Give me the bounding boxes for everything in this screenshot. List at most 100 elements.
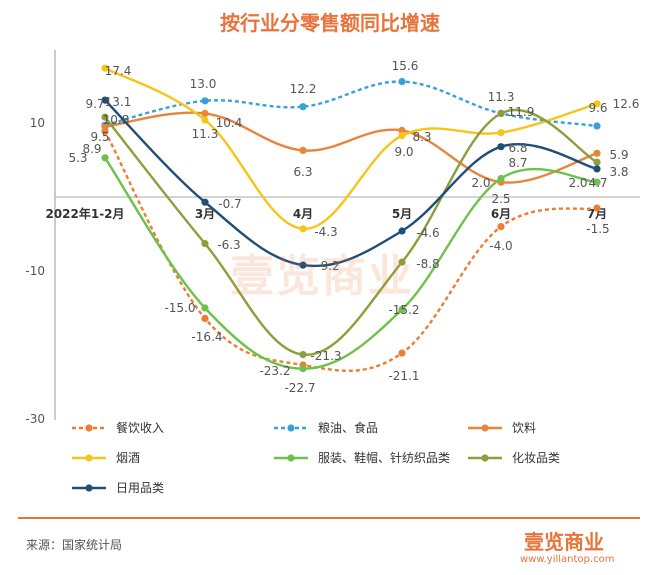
series-3-point-1 <box>201 116 209 124</box>
series-4-point-0 <box>101 154 109 162</box>
x-tick-label-4: 6月 <box>491 207 511 221</box>
data-label-5: 8.9 <box>82 142 101 156</box>
series-3-point-0 <box>101 64 109 72</box>
series-line-6 <box>104 99 598 268</box>
data-label-19: -23.2 <box>259 364 290 378</box>
series-line-3 <box>104 67 598 231</box>
data-label-2: 9.7 <box>85 97 104 111</box>
series-0-point-4 <box>497 223 505 231</box>
legend-swatch-dot-6 <box>85 484 93 492</box>
x-tick-label-0: 2022年1-2月 <box>45 206 124 221</box>
brand-logo: 壹览商业 <box>524 530 604 554</box>
data-label-36: 12.6 <box>613 97 640 111</box>
series-2-point-2 <box>299 146 307 154</box>
series-4-point-5 <box>593 178 601 186</box>
legend-swatch-dot-5 <box>481 454 489 462</box>
data-label-37: 5.9 <box>609 148 628 162</box>
series-2-point-0 <box>101 123 109 131</box>
series-5-point-5 <box>593 158 601 166</box>
legend-label-2: 饮料 <box>512 421 536 435</box>
brand-url: www.yillantop.com <box>520 554 615 565</box>
series-line-5 <box>104 108 598 356</box>
data-label-12: -15.0 <box>164 301 195 315</box>
series-6-point-2 <box>299 261 307 269</box>
series-1-point-2 <box>299 103 307 111</box>
data-label-16: -4.3 <box>314 225 337 239</box>
data-label-8: 11.3 <box>192 127 219 141</box>
data-label-9: 10.4 <box>216 116 243 130</box>
watermark: 壹览商业 <box>230 251 414 302</box>
data-label-26: -15.2 <box>388 303 419 317</box>
y-tick-label-2: -30 <box>25 412 45 426</box>
series-3-point-3 <box>398 132 406 140</box>
series-5-point-4 <box>497 109 505 117</box>
x-tick-label-5: 7月 <box>587 207 607 221</box>
x-tick-label-2: 4月 <box>293 207 313 221</box>
data-label-23: 8.3 <box>412 130 431 144</box>
data-label-10: -0.7 <box>218 197 241 211</box>
data-label-31: 6.8 <box>508 141 527 155</box>
data-label-35: 9.6 <box>588 101 607 115</box>
data-label-27: -21.1 <box>388 369 419 383</box>
data-label-21: 15.6 <box>392 59 419 73</box>
data-label-28: 11.3 <box>488 90 515 104</box>
series-6-point-1 <box>201 198 209 206</box>
series-2-point-3 <box>398 126 406 134</box>
legend-label-1: 粮油、食品 <box>318 420 378 435</box>
data-label-1: 13.1 <box>105 95 132 109</box>
legend-label-5: 化妆品类 <box>512 451 560 465</box>
data-label-4: 9.5 <box>90 130 109 144</box>
series-3-point-5 <box>593 100 601 108</box>
data-label-7: 13.0 <box>190 77 217 91</box>
series-0-point-5 <box>593 204 601 212</box>
data-label-18: -21.3 <box>310 349 341 363</box>
data-label-40: 4.7 <box>588 176 607 190</box>
legend-swatch-dot-4 <box>287 454 295 462</box>
data-label-14: 12.2 <box>290 82 317 96</box>
data-label-41: -1.5 <box>586 222 609 236</box>
data-label-33: 2.5 <box>491 192 510 206</box>
data-label-25: -8.8 <box>416 257 439 271</box>
chart-title: 按行业分零售额同比增速 <box>220 11 440 35</box>
data-label-20: -22.7 <box>284 381 315 395</box>
data-label-38: 3.8 <box>609 165 628 179</box>
series-6-point-3 <box>398 227 406 235</box>
series-6-point-4 <box>497 143 505 151</box>
series-3-point-2 <box>299 225 307 233</box>
data-label-39: 2.0 <box>568 176 587 190</box>
data-label-6: 5.3 <box>68 151 87 165</box>
legend-swatch-dot-2 <box>481 424 489 432</box>
y-tick-label-0: 10 <box>30 116 45 130</box>
legend-swatch-dot-0 <box>85 424 93 432</box>
legend-label-3: 烟酒 <box>116 451 140 465</box>
series-5-point-3 <box>398 258 406 266</box>
legend-label-6: 日用品类 <box>116 481 164 495</box>
data-label-13: -16.4 <box>191 330 222 344</box>
data-label-15: 6.3 <box>293 165 312 179</box>
series-0-point-1 <box>201 314 209 322</box>
series-3-point-4 <box>497 129 505 137</box>
legend-swatch-dot-3 <box>85 454 93 462</box>
series-5-point-1 <box>201 240 209 248</box>
legend-swatch-dot-1 <box>287 424 295 432</box>
x-tick-label-1: 3月 <box>195 207 215 221</box>
data-label-34: -4.0 <box>489 239 512 253</box>
data-label-3: 10.8 <box>103 113 130 127</box>
series-line-1 <box>104 80 598 128</box>
series-4-point-3 <box>398 305 406 314</box>
series-2-point-5 <box>593 149 601 157</box>
series-4-point-2 <box>299 365 307 373</box>
series-6-point-0 <box>101 96 109 104</box>
data-label-11: -6.3 <box>217 238 240 252</box>
legend-label-0: 餐饮收入 <box>116 420 164 435</box>
data-label-22: 9.0 <box>394 145 413 159</box>
series-0-point-3 <box>398 349 406 357</box>
x-tick-label-3: 5月 <box>392 207 412 221</box>
y-tick-label-1: -10 <box>25 264 45 278</box>
footer-divider <box>18 517 640 519</box>
source-text: 来源：国家统计局 <box>26 538 123 552</box>
data-label-24: -4.6 <box>416 226 439 240</box>
data-label-29: 11.9 <box>508 105 535 119</box>
series-4-point-4 <box>497 174 505 183</box>
